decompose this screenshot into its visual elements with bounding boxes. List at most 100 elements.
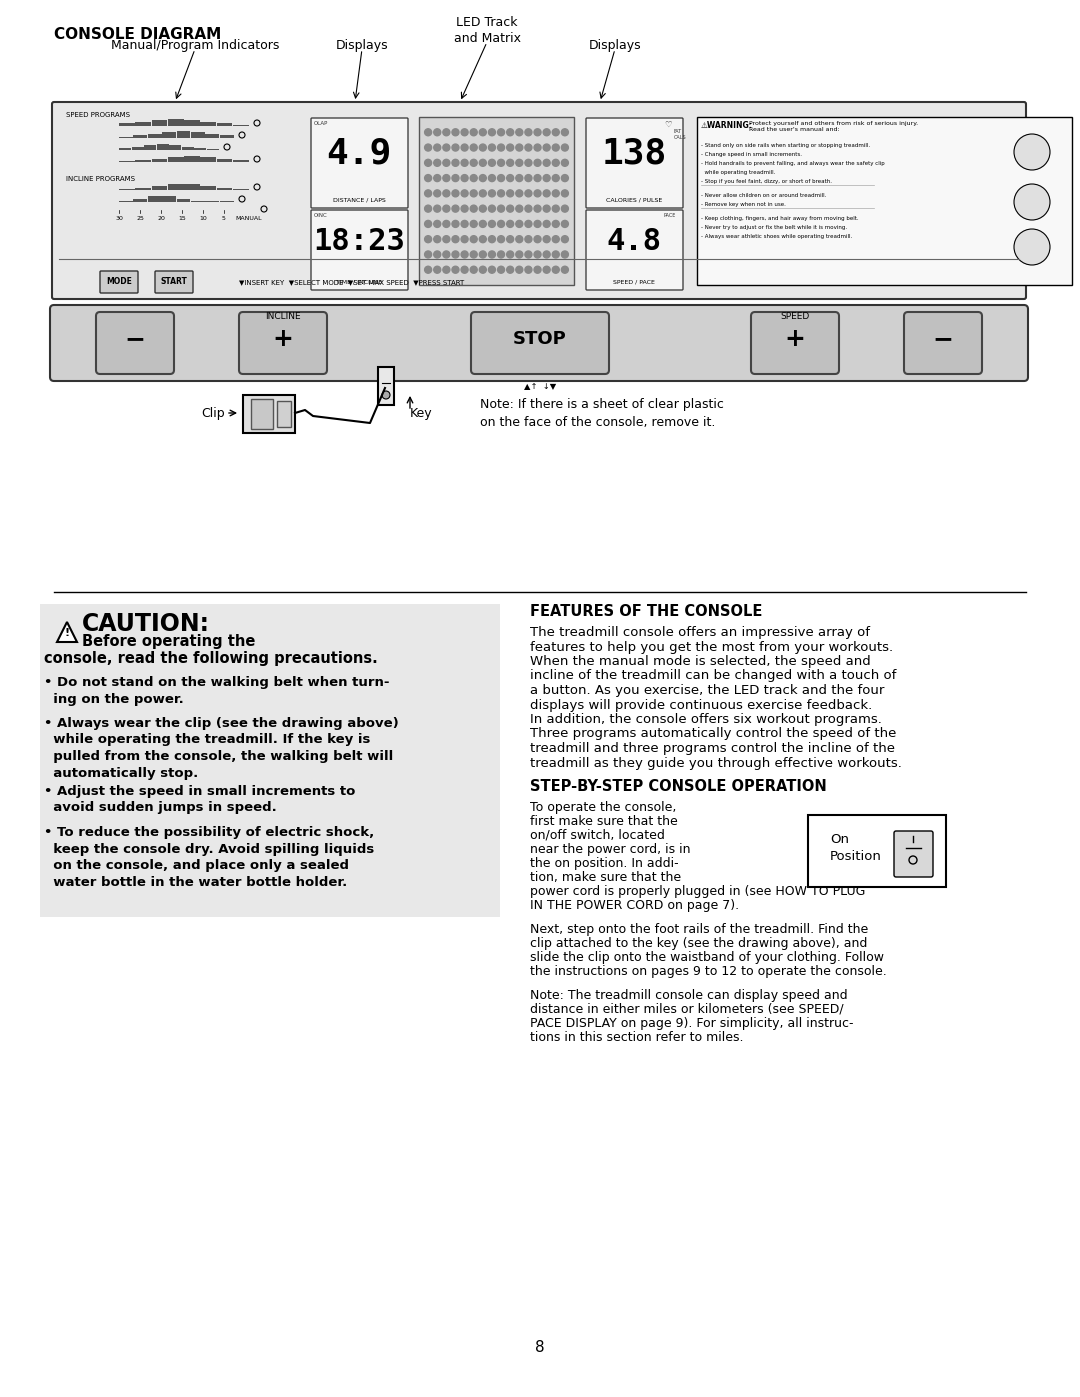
- Circle shape: [543, 221, 550, 228]
- Bar: [194, 148, 206, 149]
- Circle shape: [434, 221, 441, 228]
- Circle shape: [534, 190, 541, 197]
- Circle shape: [516, 159, 523, 166]
- Circle shape: [443, 236, 450, 243]
- Text: To operate the console,: To operate the console,: [530, 800, 676, 814]
- Circle shape: [443, 144, 450, 151]
- Circle shape: [525, 159, 532, 166]
- Circle shape: [470, 267, 477, 274]
- Circle shape: [434, 159, 441, 166]
- Text: - Stop if you feel faint, dizzy, or short of breath.: - Stop if you feel faint, dizzy, or shor…: [701, 179, 832, 184]
- Bar: [200, 186, 216, 190]
- Circle shape: [424, 267, 432, 274]
- Text: In addition, the console offers six workout programs.: In addition, the console offers six work…: [530, 712, 882, 726]
- Circle shape: [1014, 134, 1050, 170]
- Text: The treadmill console offers an impressive array of: The treadmill console offers an impressi…: [530, 626, 870, 638]
- Text: - Remove key when not in use.: - Remove key when not in use.: [701, 203, 786, 207]
- Circle shape: [461, 205, 468, 212]
- Circle shape: [552, 251, 559, 258]
- Text: LED Track
and Matrix: LED Track and Matrix: [454, 15, 521, 45]
- Text: power cord is properly plugged in (see HOW TO PLUG: power cord is properly plugged in (see H…: [530, 886, 865, 898]
- Text: PACE DISPLAY on page 9). For simplicity, all instruc-: PACE DISPLAY on page 9). For simplicity,…: [530, 1017, 853, 1030]
- Circle shape: [488, 251, 496, 258]
- Bar: [191, 133, 205, 138]
- Circle shape: [451, 221, 459, 228]
- Text: On
Position: On Position: [831, 833, 882, 863]
- FancyBboxPatch shape: [751, 312, 839, 374]
- Bar: [808, 814, 946, 887]
- Text: 15: 15: [178, 217, 186, 221]
- Bar: [184, 183, 200, 190]
- Text: Clip: Clip: [201, 407, 225, 419]
- Bar: [251, 400, 273, 429]
- Circle shape: [470, 159, 477, 166]
- Circle shape: [543, 267, 550, 274]
- Circle shape: [507, 144, 514, 151]
- Circle shape: [480, 267, 486, 274]
- Circle shape: [516, 175, 523, 182]
- Text: Manual/Program Indicators: Manual/Program Indicators: [111, 39, 280, 52]
- Text: +: +: [272, 327, 294, 351]
- Text: - Change speed in small increments.: - Change speed in small increments.: [701, 152, 802, 156]
- Polygon shape: [57, 622, 77, 643]
- Circle shape: [451, 144, 459, 151]
- Text: • Adjust the speed in small increments to
  avoid sudden jumps in speed.: • Adjust the speed in small increments t…: [44, 785, 355, 814]
- Circle shape: [434, 251, 441, 258]
- Bar: [219, 136, 233, 138]
- Circle shape: [552, 221, 559, 228]
- Circle shape: [534, 236, 541, 243]
- Text: Key: Key: [410, 407, 433, 419]
- Circle shape: [534, 205, 541, 212]
- Text: CONSOLE DIAGRAM: CONSOLE DIAGRAM: [54, 27, 221, 42]
- Circle shape: [534, 144, 541, 151]
- Circle shape: [552, 129, 559, 136]
- Text: clip attached to the key (see the drawing above), and: clip attached to the key (see the drawin…: [530, 937, 867, 950]
- FancyBboxPatch shape: [100, 271, 138, 293]
- Circle shape: [443, 175, 450, 182]
- Text: OINC: OINC: [314, 212, 327, 218]
- Circle shape: [525, 236, 532, 243]
- Circle shape: [525, 221, 532, 228]
- Circle shape: [443, 267, 450, 274]
- Bar: [233, 159, 248, 162]
- Circle shape: [543, 205, 550, 212]
- Text: 5: 5: [222, 217, 226, 221]
- Circle shape: [451, 205, 459, 212]
- Circle shape: [451, 190, 459, 197]
- Text: FAT
CALS: FAT CALS: [674, 129, 687, 140]
- Circle shape: [498, 205, 504, 212]
- Circle shape: [507, 205, 514, 212]
- Circle shape: [470, 175, 477, 182]
- Bar: [119, 201, 133, 203]
- FancyBboxPatch shape: [156, 271, 193, 293]
- FancyBboxPatch shape: [50, 305, 1028, 381]
- Text: !: !: [65, 629, 69, 638]
- Circle shape: [498, 144, 504, 151]
- Text: Note: If there is a sheet of clear plastic
on the face of the console, remove it: Note: If there is a sheet of clear plast…: [480, 398, 724, 429]
- Circle shape: [516, 205, 523, 212]
- Circle shape: [461, 175, 468, 182]
- Bar: [133, 136, 147, 138]
- Bar: [184, 120, 200, 126]
- Text: SPEED: SPEED: [781, 312, 810, 321]
- FancyBboxPatch shape: [586, 117, 683, 208]
- Text: STEP-BY-STEP CONSOLE OPERATION: STEP-BY-STEP CONSOLE OPERATION: [530, 780, 827, 793]
- Circle shape: [488, 144, 496, 151]
- Bar: [135, 122, 151, 126]
- Text: 10: 10: [199, 217, 207, 221]
- Circle shape: [424, 236, 432, 243]
- Circle shape: [424, 175, 432, 182]
- Bar: [135, 159, 151, 162]
- Circle shape: [498, 129, 504, 136]
- Circle shape: [516, 129, 523, 136]
- Circle shape: [543, 129, 550, 136]
- Text: When the manual mode is selected, the speed and: When the manual mode is selected, the sp…: [530, 655, 870, 668]
- Text: DISTANCE / LAPS: DISTANCE / LAPS: [333, 198, 386, 203]
- Circle shape: [470, 129, 477, 136]
- Bar: [119, 137, 133, 138]
- Bar: [697, 117, 1072, 285]
- Circle shape: [424, 159, 432, 166]
- Circle shape: [507, 159, 514, 166]
- Bar: [157, 144, 168, 149]
- Text: - Hold handrails to prevent falling, and always wear the safety clip: - Hold handrails to prevent falling, and…: [701, 161, 885, 166]
